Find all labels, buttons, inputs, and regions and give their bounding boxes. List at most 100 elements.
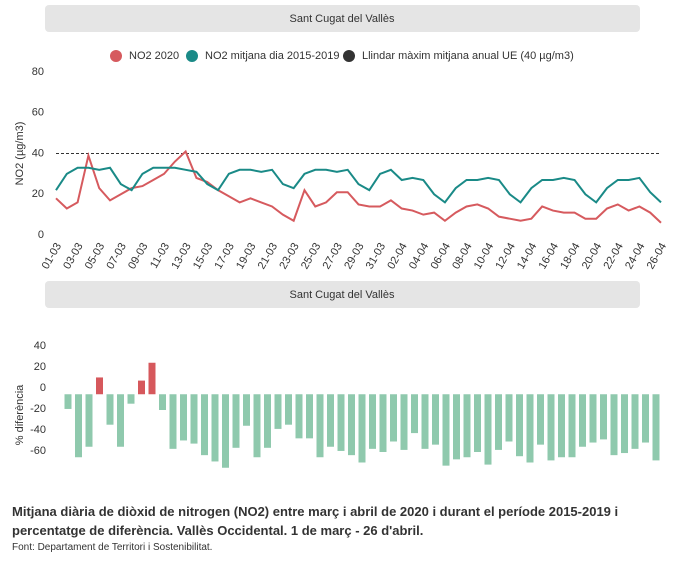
y-tick-label: -60 [30,445,46,457]
bar [474,394,481,452]
title-box [45,5,640,32]
charts: Sant Cugat del Vallès 0 20 40 60 80 NO2 (µg/m3… [14,5,669,468]
series-line [55,166,662,204]
x-tick-label: 11-03 [148,241,172,271]
bar [316,394,324,458]
bar [558,394,565,458]
x-tick-label: 04-04 [407,241,431,271]
x-tick-label: 14-04 [515,241,539,271]
legend-marker [110,50,122,62]
x-tick-label: 16-04 [537,241,561,271]
x-tick-label: 01-03 [40,241,64,271]
x-tick-label: 22-04 [601,241,625,271]
bar [421,394,429,449]
bar [432,394,439,445]
bar [201,394,208,456]
x-tick-label: 18-04 [558,241,582,271]
bar [495,394,502,450]
title-box [45,281,640,308]
series-line [55,149,662,224]
y-axis-label: % diferència [14,384,26,445]
bar [390,394,397,442]
legend-marker [343,50,355,62]
bar [64,394,72,409]
x-tick-label: 12-04 [493,241,517,271]
y-tick-label: 0 [38,229,44,241]
bar [547,394,555,461]
bar [400,394,408,450]
bar [117,394,124,447]
x-tick-label: 07-03 [104,241,128,271]
x-tick-label: 06-04 [429,241,453,271]
bar [379,394,387,452]
bar [369,394,376,449]
bar [631,394,639,449]
bar [621,394,628,454]
caption: Mitjana diària de diòxid de nitrogen (NO… [12,504,619,538]
bar [285,394,292,425]
x-tick-label: 09-03 [126,241,150,271]
bar [159,394,166,410]
y-axis-label: NO2 (µg/m3) [14,122,26,186]
bar [190,394,198,444]
bar [232,394,240,448]
bar [169,394,177,449]
x-tick-label: 19-03 [234,241,258,271]
x-tick-label: 20-04 [580,241,604,271]
bar [579,394,586,447]
y-tick-label: -20 [30,403,46,415]
x-tick-label: 10-04 [472,241,496,271]
bar [337,394,345,451]
bar [222,394,229,468]
bar [358,394,366,463]
bar [589,394,597,443]
bar [484,394,492,465]
bar [85,394,93,447]
x-tick-label: 21-03 [256,241,280,271]
bar [453,394,460,460]
bar [526,394,534,463]
bar [327,394,334,447]
bar [442,394,450,466]
x-tick-label: 13-03 [169,241,193,271]
y-tick-label: 20 [34,361,46,373]
bar [75,394,82,458]
bar [96,377,103,395]
bar [652,394,660,461]
x-tick-label: 27-03 [321,241,345,271]
chart-title: Sant Cugat del Vallès [290,13,395,25]
bar [274,394,282,429]
y-tick-label: 80 [32,66,44,78]
y-tick-label: 0 [40,382,46,394]
x-tick-label: 02-04 [385,241,409,271]
x-tick-label: 08-04 [450,241,474,271]
x-tick-label: 23-03 [277,241,301,271]
legend-label: NO2 2020 [129,50,179,62]
bar [463,394,471,458]
bar [127,394,135,404]
bar [411,394,418,434]
y-tick-label: -40 [30,424,46,436]
bar [253,394,261,458]
x-tick-label: 03-03 [61,241,85,271]
bar [610,394,618,456]
bar [138,380,145,395]
bar [211,394,219,462]
x-tick-label: 29-03 [342,241,366,271]
x-tick-label: 31-03 [364,241,388,271]
y-tick-label: 20 [32,188,44,200]
bar [348,394,355,456]
y-tick-label: 40 [32,147,44,159]
x-tick-label: 24-04 [623,241,647,271]
x-tick-label: 15-03 [191,241,215,271]
bar [516,394,523,457]
bar [295,394,303,439]
legend-label: Llindar màxim mitjana anual UE (40 µg/m3… [362,50,574,62]
bar [180,394,187,441]
bar [264,394,271,448]
bar [243,394,250,426]
bar [106,394,114,425]
bar [568,394,576,458]
x-tick-label: 25-03 [299,241,323,271]
